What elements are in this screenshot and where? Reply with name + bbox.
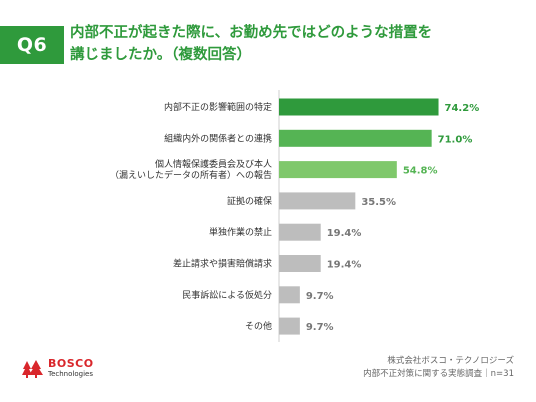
value-label-3: 35.5% xyxy=(361,197,396,208)
title-line-2: 講じましたか。（複数回答） xyxy=(70,47,251,63)
value-label-7: 9.7% xyxy=(306,322,334,333)
value-label-6: 9.7% xyxy=(306,291,334,302)
value-label-2: 54.8% xyxy=(403,166,438,177)
bar-6 xyxy=(279,286,300,304)
category-label-4: 単独作業の禁止 xyxy=(209,226,272,238)
bar-7 xyxy=(279,317,300,335)
category-label-5: 差止請求や損害賠償請求 xyxy=(173,258,272,270)
category-label-1: 組織内外の関係者との連携 xyxy=(164,132,272,144)
page-title: 内部不正が起きた際に、お勤め先ではどのような措置を 講じましたか。（複数回答） xyxy=(70,22,520,66)
title-line-1: 内部不正が起きた際に、お勤め先ではどのような措置を xyxy=(70,25,433,41)
bar-3 xyxy=(279,192,356,210)
source-note: 株式会社ボスコ・テクノロジーズ 内部不正対策に関する実態調査｜n=31 xyxy=(363,355,514,381)
category-label-6: 民事訴訟による仮処分 xyxy=(182,289,272,301)
value-label-5: 19.4% xyxy=(327,260,362,271)
category-label-0: 内部不正の影響範囲の特定 xyxy=(164,101,272,113)
source-company: 株式会社ボスコ・テクノロジーズ xyxy=(387,356,514,366)
bar-5 xyxy=(279,255,321,272)
company-logo: BOSCO Technologies xyxy=(22,357,94,379)
value-label-4: 19.4% xyxy=(327,228,362,239)
logo-name: BOSCO xyxy=(48,357,94,370)
bar-1 xyxy=(279,129,432,147)
source-survey: 内部不正対策に関する実態調査｜n=31 xyxy=(363,369,514,379)
tree-logo-icon xyxy=(22,360,43,378)
value-label-0: 74.2% xyxy=(445,103,480,114)
bar-0 xyxy=(279,98,439,116)
category-label-7: その他 xyxy=(245,320,272,332)
category-label-3: 証拠の確保 xyxy=(227,195,272,207)
category-label-2-0: 個人情報保護委員会及び本人 xyxy=(155,158,272,170)
value-label-1: 71.0% xyxy=(438,134,473,145)
bar-2 xyxy=(279,161,397,179)
bar-4 xyxy=(279,223,321,241)
question-badge: Q6 xyxy=(0,26,64,64)
logo-subtitle: Technologies xyxy=(48,370,93,378)
category-label-2-1: （漏えいしたデータの所有者）への報告 xyxy=(110,169,272,181)
